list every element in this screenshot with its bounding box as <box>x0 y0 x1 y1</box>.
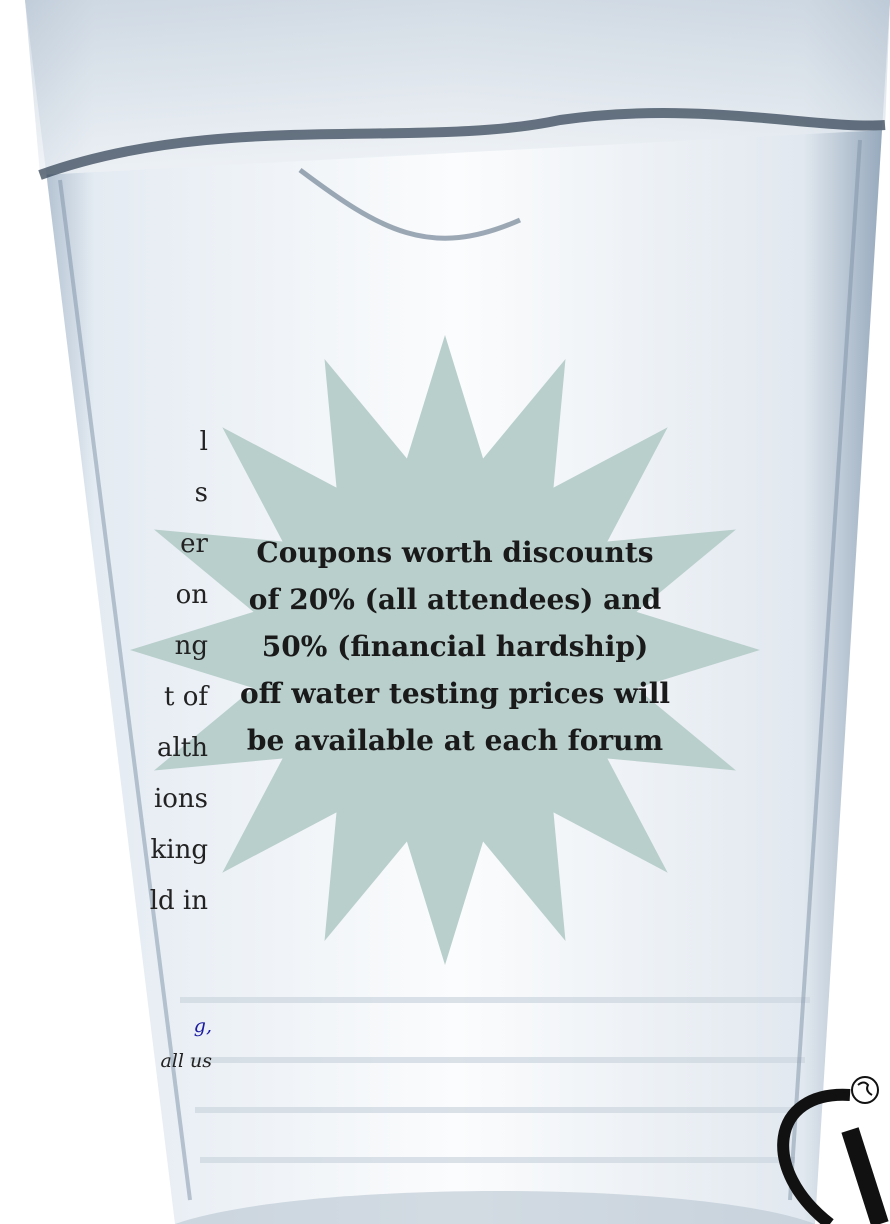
starburst-text: be available at each forum <box>247 724 663 757</box>
body-text-fragment: s <box>195 478 208 508</box>
body-text-fragment: er <box>180 529 208 559</box>
starburst-text: Coupons worth discounts <box>256 536 653 569</box>
contact-fragment: all us <box>160 1050 212 1072</box>
body-text-fragment: ld in <box>150 886 209 916</box>
body-text-fragment: t of <box>164 682 210 712</box>
contact-fragment: g, <box>194 1015 212 1037</box>
body-text-fragment: on <box>176 580 209 610</box>
body-text-fragment: ions <box>154 784 208 814</box>
body-text-fragment: king <box>151 835 208 865</box>
body-text-fragment: ng <box>175 631 208 661</box>
starburst-text: 50% (financial hardship) <box>262 630 648 663</box>
body-text-fragment: alth <box>157 733 208 763</box>
starburst-text: of 20% (all attendees) and <box>249 583 661 616</box>
starburst-text: off water testing prices will <box>240 677 670 710</box>
body-text-fragment: l <box>200 427 208 457</box>
flyer: ls er on ng t of alth ions king ld in g, all us Cou… <box>0 0 890 1224</box>
